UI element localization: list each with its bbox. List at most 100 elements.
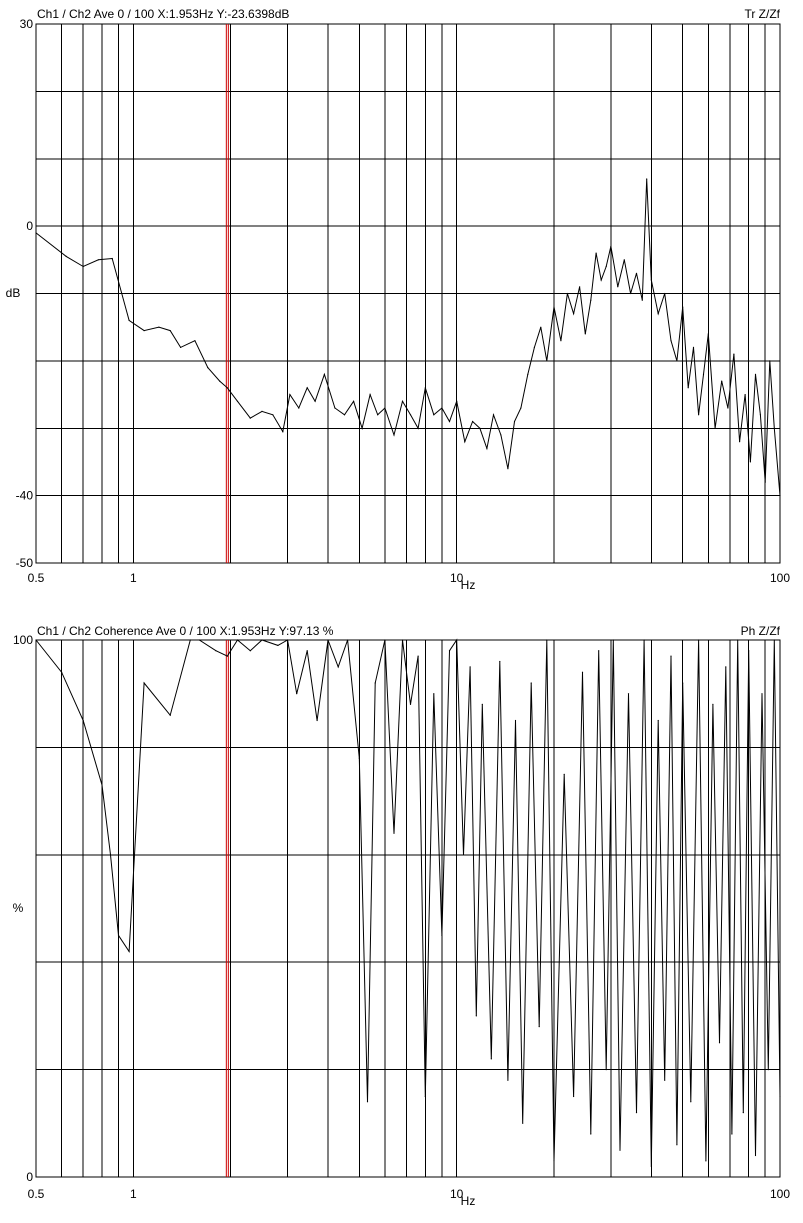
data-point <box>646 178 648 180</box>
data-point <box>374 682 376 684</box>
data-point <box>619 1149 621 1151</box>
status-readout: Ch1 / Ch2 Ave 0 / 100 X:1.953Hz Y:-23.63… <box>37 7 289 21</box>
data-point <box>682 682 684 684</box>
data-point <box>353 400 355 402</box>
data-point <box>109 854 112 856</box>
y-tick-label: 30 <box>20 17 34 31</box>
data-point <box>581 671 584 673</box>
data-point <box>566 292 569 295</box>
data-point <box>590 1133 592 1135</box>
data-point <box>773 427 775 429</box>
x-axis-label: Hz <box>461 1194 476 1208</box>
data-point <box>189 639 191 641</box>
data-point <box>635 1112 638 1114</box>
data-point <box>462 854 465 856</box>
data-point <box>486 447 488 450</box>
status-backdrop <box>36 7 292 21</box>
data-point <box>236 400 239 402</box>
x-axis-label: Hz <box>461 578 476 592</box>
data-point <box>323 373 325 375</box>
mode-label[interactable]: Ph Z/Zf <box>741 624 781 638</box>
data-point <box>514 719 517 722</box>
data-point <box>433 693 435 695</box>
data-point <box>417 655 419 657</box>
data-point <box>553 1160 555 1162</box>
data-point <box>507 468 509 470</box>
data-point <box>670 655 672 657</box>
data-point <box>707 333 709 335</box>
data-point <box>219 380 221 382</box>
data-point <box>384 407 386 409</box>
data-point <box>334 407 336 409</box>
data-point <box>448 650 451 652</box>
data-point <box>287 639 289 641</box>
data-point <box>306 387 308 389</box>
data-point <box>369 394 371 396</box>
data-point <box>744 394 746 396</box>
data-point <box>306 650 308 652</box>
data-point <box>573 1095 575 1098</box>
data-point <box>289 394 291 396</box>
data-point <box>401 400 404 402</box>
data-point <box>249 417 251 419</box>
data-point <box>366 1101 369 1103</box>
mode-label[interactable]: Tr Z/Zf <box>744 7 780 21</box>
data-point <box>657 313 659 315</box>
data-point <box>97 259 99 261</box>
data-point <box>754 373 757 375</box>
data-point <box>527 373 529 375</box>
data-point <box>456 400 458 402</box>
data-point <box>712 703 714 706</box>
data-point <box>111 257 113 260</box>
data-point <box>702 373 705 375</box>
y-axis-label: % <box>13 901 24 915</box>
data-point <box>733 353 735 355</box>
data-point <box>610 245 612 247</box>
data-point <box>698 414 700 416</box>
data-point <box>522 1122 524 1124</box>
plot-frame <box>35 639 781 1178</box>
mode-backdrop <box>742 7 782 21</box>
data-point <box>481 703 483 706</box>
x-tick-label: 1 <box>130 1187 137 1201</box>
y-tick-label: 0 <box>26 1170 33 1184</box>
y-tick-label: 100 <box>13 633 33 647</box>
data-point <box>627 693 630 695</box>
data-point <box>676 1144 678 1146</box>
data-point <box>327 639 329 641</box>
data-point <box>377 414 379 416</box>
data-point <box>687 387 689 389</box>
x-tick-label: 100 <box>770 1187 790 1201</box>
data-point <box>553 306 555 308</box>
data-point <box>316 719 318 722</box>
data-point <box>623 259 625 261</box>
data-point <box>500 434 502 436</box>
data-point <box>464 441 466 443</box>
data-point <box>82 719 84 722</box>
data-point <box>731 1133 733 1135</box>
data-point <box>492 414 495 416</box>
data-point <box>61 671 63 673</box>
data-point <box>169 330 171 332</box>
data-point <box>635 272 638 274</box>
data-point <box>158 326 160 328</box>
data-point <box>664 292 666 295</box>
y-tick-label: 0 <box>26 219 33 233</box>
data-point <box>769 360 771 362</box>
data-point <box>215 650 217 652</box>
data-point <box>207 367 209 369</box>
data-point <box>779 495 781 497</box>
data-point <box>490 1058 492 1060</box>
data-point <box>533 346 536 348</box>
data-point <box>261 639 263 641</box>
data-point <box>226 655 228 657</box>
data-point <box>282 431 284 433</box>
series-line <box>35 178 781 496</box>
data-point <box>692 346 695 348</box>
data-point <box>773 639 775 641</box>
data-point <box>546 360 548 362</box>
data-point <box>296 693 298 695</box>
data-point <box>448 420 451 423</box>
data-point <box>337 666 339 668</box>
data-point <box>347 639 349 641</box>
